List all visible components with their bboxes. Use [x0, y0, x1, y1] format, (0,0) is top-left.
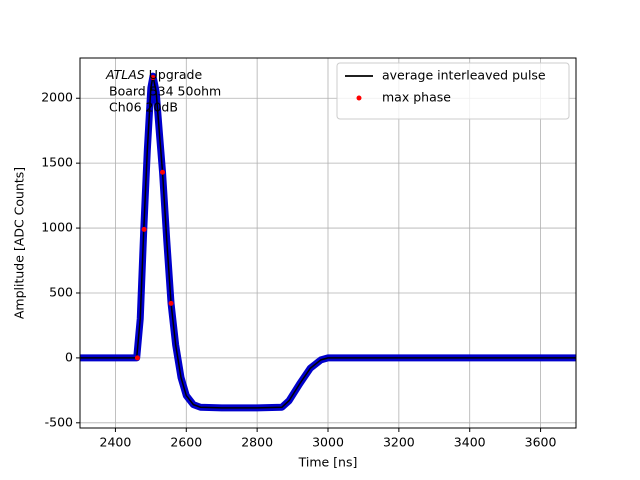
x-tick-label: 3600 — [525, 435, 557, 450]
x-axis-label: Time [ns] — [298, 455, 358, 470]
point — [134, 355, 140, 361]
x-tick-label: 3200 — [383, 435, 415, 450]
point — [150, 74, 156, 80]
plot-frame — [79, 57, 577, 429]
y-tick-label: 1000 — [41, 220, 73, 235]
annotation-part: Upgrade — [149, 67, 203, 82]
y-tick-label: 0 — [65, 349, 73, 364]
legend-swatch — [356, 95, 362, 101]
annotation: Board 534 50ohm — [109, 84, 221, 99]
y-tick-label: 500 — [49, 284, 73, 299]
x-tick-label: 2400 — [100, 435, 132, 450]
point — [141, 226, 147, 232]
annotation-part: ATLAS — [105, 67, 145, 82]
x-tick-label: 2600 — [170, 435, 202, 450]
legend-label: average interleaved pulse — [382, 68, 546, 83]
annotation: Ch06 20dB — [109, 100, 178, 115]
point — [160, 169, 166, 175]
legend-label: max phase — [382, 90, 451, 105]
y-axis-label: Amplitude [ADC Counts] — [12, 167, 27, 319]
y-tick-label: 1500 — [41, 155, 73, 170]
legend-box — [336, 62, 570, 120]
annotation: ATLAS Upgrade — [105, 67, 202, 82]
plot-area — [80, 72, 576, 412]
point — [168, 300, 174, 306]
x-tick-label: 3000 — [312, 435, 344, 450]
x-tick-label: 2800 — [241, 435, 273, 450]
y-tick-label: -500 — [45, 414, 73, 429]
y-tick-label: 2000 — [41, 90, 73, 105]
line — [80, 76, 576, 409]
x-tick-label: 3400 — [454, 435, 486, 450]
